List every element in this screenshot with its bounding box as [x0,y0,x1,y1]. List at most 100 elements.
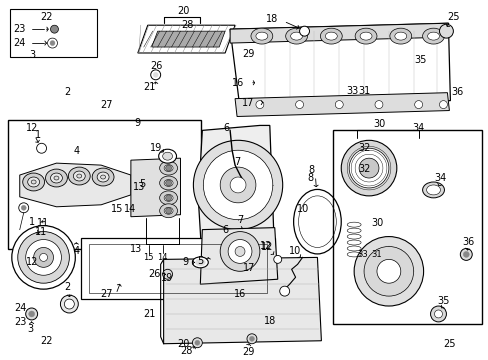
Text: 20: 20 [177,339,190,349]
Circle shape [50,25,59,33]
Ellipse shape [50,173,62,183]
Circle shape [195,340,200,345]
Ellipse shape [160,191,177,205]
Text: 11: 11 [37,218,49,228]
Bar [333,130,481,324]
Circle shape [26,239,61,275]
Text: 4: 4 [74,147,80,157]
Text: 26: 26 [150,61,162,71]
Circle shape [203,150,272,220]
Ellipse shape [320,28,342,44]
Polygon shape [163,257,321,344]
Text: 33: 33 [357,250,367,259]
Ellipse shape [73,171,85,181]
Text: 12: 12 [260,241,272,251]
Text: 12: 12 [26,257,38,267]
Ellipse shape [101,175,105,179]
Polygon shape [230,23,447,43]
Ellipse shape [192,257,208,268]
Text: 22: 22 [40,336,53,346]
Text: 35: 35 [436,296,449,306]
Text: 2: 2 [64,87,70,98]
Text: 16: 16 [233,289,245,299]
Circle shape [235,247,244,256]
Circle shape [34,247,53,267]
Circle shape [434,310,442,318]
Text: 36: 36 [461,237,473,247]
Circle shape [163,269,172,279]
Ellipse shape [422,182,444,198]
Circle shape [348,148,388,188]
Text: 35: 35 [413,55,426,64]
Text: 5: 5 [197,256,203,266]
Text: 12: 12 [25,123,38,134]
Text: 2: 2 [64,282,70,292]
Bar [10,9,97,57]
Ellipse shape [422,28,444,44]
Text: 36: 36 [450,87,462,98]
Text: 13: 13 [129,244,142,255]
Circle shape [165,208,171,214]
Text: 14: 14 [157,253,167,262]
Ellipse shape [394,32,406,40]
Polygon shape [151,31,224,47]
Ellipse shape [31,180,36,184]
Circle shape [61,295,78,313]
Text: 27: 27 [100,289,112,299]
Circle shape [353,237,423,306]
Ellipse shape [164,180,173,186]
Polygon shape [200,228,277,284]
Text: 10: 10 [288,247,300,256]
Text: 25: 25 [446,12,459,22]
Text: 33: 33 [346,86,358,96]
Circle shape [165,180,171,186]
Circle shape [26,308,38,320]
Circle shape [279,286,289,296]
Circle shape [47,38,57,48]
Bar [81,238,274,299]
Ellipse shape [389,28,411,44]
Ellipse shape [255,32,267,40]
Circle shape [165,165,171,171]
Circle shape [193,140,282,230]
Circle shape [150,70,161,80]
Text: 29: 29 [242,49,254,59]
Ellipse shape [54,176,59,180]
Text: 10: 10 [296,203,308,213]
Ellipse shape [164,165,173,172]
Ellipse shape [164,194,173,201]
Text: 6: 6 [222,225,228,235]
Text: 34: 34 [411,123,424,133]
Ellipse shape [92,168,114,186]
Text: 8: 8 [308,165,314,175]
Text: 1: 1 [28,217,35,227]
Bar [89,243,266,293]
Circle shape [374,100,382,109]
Bar [8,121,201,249]
Text: 4: 4 [73,247,79,256]
Ellipse shape [427,32,439,40]
Text: 23: 23 [14,317,26,327]
Text: 23: 23 [14,24,26,34]
Circle shape [414,100,422,109]
Text: 30: 30 [371,218,383,228]
Ellipse shape [285,28,307,44]
Polygon shape [230,23,449,109]
Text: 22: 22 [40,12,53,22]
Text: 21: 21 [143,309,156,319]
Text: 20: 20 [177,6,189,16]
Ellipse shape [290,32,302,40]
Ellipse shape [163,152,172,160]
Circle shape [335,100,343,109]
Circle shape [230,177,245,193]
Ellipse shape [77,174,81,178]
Text: 15: 15 [110,203,123,213]
Text: 15: 15 [143,253,154,262]
Text: 19: 19 [161,273,173,283]
Text: 3: 3 [29,50,35,60]
Text: 28: 28 [180,346,192,356]
Text: 7: 7 [234,157,240,167]
Text: 28: 28 [181,19,194,30]
Text: 29: 29 [241,347,254,357]
Text: 11: 11 [36,226,48,237]
